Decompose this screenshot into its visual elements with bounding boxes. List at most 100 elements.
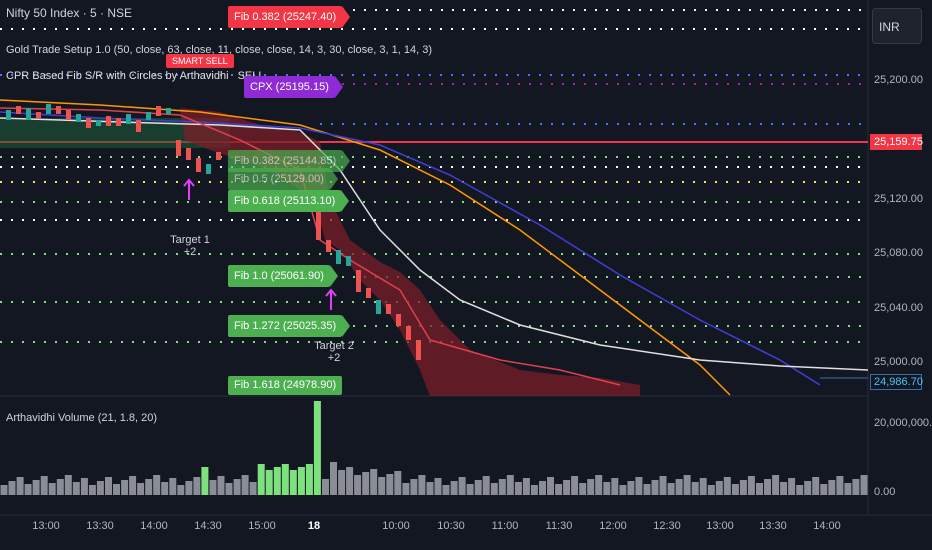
- volume-tick-20m: 20,000,000.00: [874, 417, 932, 429]
- volume-bar: [32, 480, 40, 495]
- volume-bar: [547, 477, 554, 495]
- volume-bar: [747, 476, 755, 495]
- volume-bar: [731, 484, 739, 495]
- volume-bar: [482, 476, 490, 495]
- volume-bar: [362, 472, 370, 495]
- volume-bar: [595, 475, 603, 495]
- volume-bar: [113, 484, 120, 495]
- volume-bar: [56, 479, 64, 495]
- volume-bar: [498, 479, 506, 495]
- volume-bar: [579, 483, 587, 495]
- volume-bar: [764, 479, 771, 495]
- volume-bar: [828, 480, 836, 495]
- volume-bar: [836, 476, 844, 495]
- volume-bar: [442, 485, 450, 495]
- fib-label-0382: Fib 0.382 (25144.85): [228, 150, 351, 172]
- volume-bar: [289, 470, 297, 495]
- volume-bar: [265, 470, 273, 495]
- volume-bar: [330, 462, 337, 495]
- volume-bar: [137, 483, 145, 495]
- volume-bar: [402, 483, 410, 495]
- time-label: 15:00: [248, 520, 276, 532]
- volume-bar: [322, 479, 329, 495]
- currency-button[interactable]: INR: [872, 8, 922, 44]
- price-tick-25080: 25,080.00: [874, 247, 923, 259]
- volume-bar: [145, 479, 153, 495]
- volume-bar: [225, 483, 233, 495]
- volume-bar: [514, 482, 522, 495]
- volume-bar: [587, 479, 595, 495]
- time-label: 13:00: [706, 520, 734, 532]
- time-label: 14:30: [194, 520, 222, 532]
- volume-bar: [378, 477, 386, 495]
- gold-setup-legend: Gold Trade Setup 1.0 (50, close, 63, clo…: [6, 44, 432, 56]
- time-label: 11:30: [545, 520, 573, 532]
- fib-label-top: Fib 0.382 (25247.40): [228, 6, 351, 28]
- volume-bar: [80, 478, 88, 495]
- target-2-label: Target 2 +2: [314, 340, 354, 364]
- volume-bar: [257, 464, 265, 495]
- volume-bar: [860, 475, 868, 495]
- time-label: 13:00: [32, 520, 60, 532]
- volume-bar: [691, 482, 699, 495]
- volume-bar: [466, 484, 474, 495]
- volume-bar: [458, 477, 466, 495]
- volume-bar: [161, 482, 169, 495]
- volume-bar: [297, 467, 305, 495]
- time-label: 13:30: [86, 520, 114, 532]
- volume-bar: [756, 483, 763, 495]
- price-tick-25200: 25,200.00: [874, 74, 923, 86]
- last-close-tag: 24,986.70: [870, 374, 923, 390]
- fib-label-05: Fib 0.5 (25129.00): [228, 168, 338, 190]
- volume-bar: [48, 483, 56, 495]
- volume-bar: [619, 485, 627, 495]
- volume-bar: [40, 476, 48, 495]
- fib-label-0618: Fib 0.618 (25113.10): [228, 190, 350, 212]
- volume-bar: [474, 480, 482, 495]
- volume-bar: [88, 485, 96, 495]
- smart-sell-badge: SMART SELL: [166, 54, 234, 68]
- volume-bar: [394, 471, 402, 495]
- volume-bar: [185, 481, 193, 495]
- volume-bar: [530, 485, 538, 495]
- volume-bar: [313, 401, 321, 495]
- volume-bar: [739, 480, 747, 495]
- fib-label-1: Fib 1.0 (25061.90): [228, 265, 338, 287]
- volume-bar: [386, 474, 394, 495]
- volume-bar: [852, 479, 860, 495]
- volume-bar: [241, 475, 249, 495]
- red-ma: [0, 107, 621, 386]
- volume-bar: [563, 480, 571, 495]
- volume-bar: [659, 476, 667, 495]
- volume-bar: [121, 480, 129, 495]
- volume-bar: [410, 479, 418, 495]
- cpr-fib-legend: CPR Based Fib S/R with Circles by Arthav…: [6, 70, 265, 82]
- volume-bar: [844, 483, 852, 495]
- volume-bar: [603, 482, 611, 495]
- level-lines: [0, 9, 868, 343]
- time-label: 10:00: [382, 520, 410, 532]
- volume-bar: [201, 467, 209, 495]
- symbol-title: Nifty 50 Index · 5 · NSE: [6, 6, 133, 20]
- volume-bar: [418, 475, 426, 495]
- volume-bar: [153, 475, 161, 495]
- volume-bar: [209, 480, 217, 495]
- fib-label-1618: Fib 1.618 (24978.90): [228, 376, 343, 395]
- blue-ma: [0, 111, 821, 386]
- volume-bar: [346, 467, 354, 495]
- volume-bar: [707, 485, 715, 495]
- time-label: 11:00: [491, 520, 519, 532]
- volume-bar: [490, 483, 498, 495]
- volume-pane[interactable]: [0, 0, 868, 550]
- volume-bar: [571, 476, 579, 495]
- time-label: 14:00: [813, 520, 841, 532]
- volume-bar: [635, 477, 643, 495]
- time-label-day: 18: [307, 520, 321, 532]
- time-label: 12:30: [653, 520, 681, 532]
- volume-bar: [96, 481, 104, 495]
- candles: [6, 104, 421, 360]
- volume-bar: [338, 470, 346, 495]
- volume-bar: [233, 479, 241, 495]
- volume-bar: [177, 485, 185, 495]
